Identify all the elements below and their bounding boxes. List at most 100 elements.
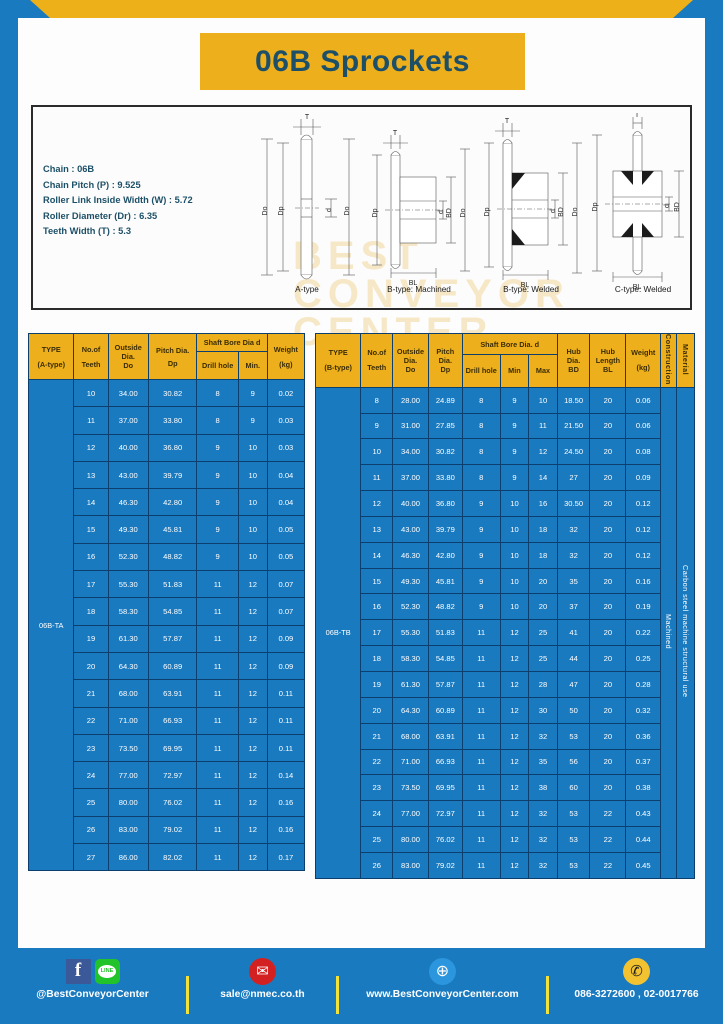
cell-min: 12: [499, 722, 530, 750]
cell-outside-dia: 40.00: [107, 433, 149, 462]
mail-icon[interactable]: ✉: [249, 957, 276, 985]
cell-hub-dia: 24.50: [556, 438, 591, 466]
cell-teeth: 26: [73, 815, 109, 845]
cell-weight: 0.28: [625, 671, 662, 698]
cell-hub-length: 20: [589, 748, 627, 776]
spec-line-pitch: Chain Pitch (P) : 9.525: [43, 179, 141, 190]
cell-min: 12: [237, 843, 268, 872]
svg-text:d: d: [326, 208, 333, 212]
svg-text:BD: BD: [558, 207, 565, 217]
cell-weight: 0.04: [266, 460, 306, 490]
footer-item-social[interactable]: f LINE @BestConveyorCenter: [0, 954, 185, 1018]
phone-icon[interactable]: ✆: [623, 957, 650, 985]
cell-outside-dia: 40.00: [392, 490, 429, 517]
cell-pitch-dia: 66.93: [147, 706, 198, 735]
col-header-drill-hole: Drill hole: [461, 354, 501, 388]
cell-type: 06B-TA: [27, 378, 75, 872]
cell-hub-length: 20: [589, 541, 627, 569]
line-icon[interactable]: LINE: [94, 958, 120, 984]
cell-outside-dia: 73.50: [107, 733, 149, 763]
cell-hub-dia: 21.50: [556, 412, 591, 440]
cell-outside-dia: 52.30: [392, 593, 429, 621]
svg-text:BD: BD: [446, 208, 453, 218]
table-row: 20 64.30 60.89 11 12 0.09: [29, 651, 306, 681]
cell-weight: 0.06: [625, 386, 662, 414]
cell-outside-dia: 71.00: [107, 706, 149, 735]
cell-outside-dia: 64.30: [107, 651, 149, 681]
cell-outside-dia: 61.30: [107, 624, 149, 653]
cell-pitch-dia: 69.95: [147, 733, 198, 763]
cell-outside-dia: 46.30: [392, 541, 429, 569]
cell-outside-dia: 43.00: [107, 460, 149, 490]
svg-text:T: T: [505, 118, 510, 125]
table-row: 12 40.00 36.80 9 10 16 30.50 20 0.12: [316, 490, 695, 517]
cell-min: 10: [237, 433, 268, 462]
globe-icon[interactable]: ⊕: [429, 957, 456, 985]
cell-outside-dia: 37.00: [392, 464, 429, 492]
cell-pitch-dia: 51.83: [147, 570, 198, 599]
cell-pitch-dia: 48.82: [427, 593, 463, 621]
specification-panel: BEST CONVEYOR CENTER Chain : 06B Chain Pit…: [31, 105, 692, 352]
cell-hub-length: 20: [589, 438, 627, 466]
cell-min: 12: [237, 679, 268, 708]
a-type-table-body: 06B-TA 10 34.00 30.82 8 9 0.02 11 37.00 33.80 8 9 0.…: [27, 378, 306, 872]
cell-max: 28: [528, 671, 558, 698]
cell-min: 12: [499, 826, 530, 853]
cell-outside-dia: 71.00: [392, 748, 429, 776]
cell-min: 12: [237, 733, 268, 763]
cell-max: 11: [528, 412, 558, 440]
cell-weight: 0.37: [625, 748, 662, 776]
cell-hub-dia: 27: [556, 464, 591, 492]
cell-outside-dia: 77.00: [107, 761, 149, 790]
diagram-c-type-welded: T: [589, 110, 697, 310]
col-header-shaft-bore-group: Shaft Bore Dia d: [196, 333, 268, 352]
diagram-row: T: [253, 110, 691, 310]
cell-drill-hole: 11: [196, 788, 239, 817]
svg-text:Dp: Dp: [278, 206, 285, 215]
table-row: 13 43.00 39.79 9 10 18 32 20 0.12: [316, 515, 695, 543]
cell-weight: 0.05: [266, 515, 306, 544]
cell-min: 12: [499, 619, 530, 647]
cell-weight: 0.04: [266, 488, 306, 517]
cell-outside-dia: 34.00: [392, 438, 429, 466]
table-row: 23 73.50 69.95 11 12 0.11: [29, 733, 306, 763]
table-row: 19 61.30 57.87 11 12 28 47 20 0.28: [316, 671, 695, 698]
cell-max: 20: [528, 567, 558, 595]
cell-min: 10: [499, 567, 530, 595]
table-row: 15 49.30 45.81 9 10 0.05: [29, 515, 306, 544]
cell-pitch-dia: 54.85: [147, 597, 198, 626]
cell-teeth: 10: [73, 378, 109, 408]
facebook-icon[interactable]: f: [65, 958, 91, 984]
cell-weight: 0.11: [266, 679, 306, 708]
table-row: 11 37.00 33.80 8 9 14 27 20 0.09: [316, 464, 695, 492]
cell-weight: 0.45: [625, 851, 662, 879]
cell-min: 12: [499, 645, 530, 672]
cell-drill-hole: 9: [461, 567, 501, 595]
cell-teeth: 14: [73, 488, 109, 517]
svg-text:BL: BL: [409, 280, 418, 287]
svg-text:BL: BL: [633, 284, 642, 291]
cell-drill-hole: 11: [196, 843, 239, 872]
col-header-hub-dia: Hub Dia. BD: [556, 333, 591, 388]
spec-line-teeth-width: Teeth Width (T) : 5.3: [43, 226, 132, 236]
cell-drill-hole: 11: [461, 826, 501, 853]
cell-weight: 0.07: [266, 597, 306, 626]
cell-weight: 0.08: [625, 438, 662, 466]
footer-item-website[interactable]: ⊕ www.BestConveyorCenter.com: [340, 954, 545, 1018]
footer-item-email[interactable]: ✉ sale@nmec.co.th: [190, 954, 335, 1018]
cell-outside-dia: 31.00: [392, 412, 429, 440]
cell-hub-dia: 53: [556, 851, 591, 879]
table-row: 21 68.00 63.91 11 12 0.11: [29, 679, 306, 708]
footer-item-phone[interactable]: ✆ 086-3272600 , 02-0017766: [550, 954, 723, 1018]
cell-drill-hole: 8: [461, 438, 501, 466]
col-header-pitch-dia: Pitch Dia. Dp: [427, 333, 463, 388]
cell-hub-length: 20: [589, 515, 627, 543]
table-row: 16 52.30 48.82 9 10 0.05: [29, 542, 306, 572]
cell-min: 10: [237, 542, 268, 572]
col-header-type: TYPE (B-type): [314, 333, 362, 388]
cell-hub-dia: 30.50: [556, 490, 591, 517]
cell-weight: 0.03: [266, 433, 306, 462]
cell-drill-hole: 11: [461, 645, 501, 672]
table-row: 16 52.30 48.82 9 10 20 37 20 0.19: [316, 593, 695, 621]
svg-text:d: d: [664, 204, 671, 208]
